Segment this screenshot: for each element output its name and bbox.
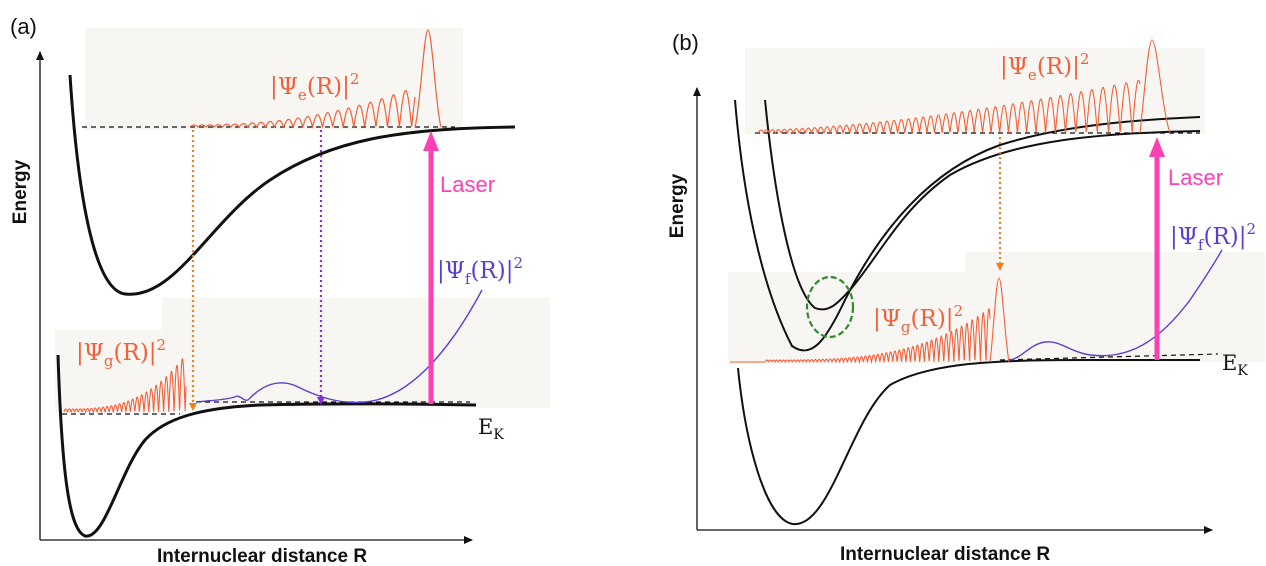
ground-wavefunction-a xyxy=(63,358,187,414)
panel-label-a: (a) xyxy=(10,14,37,39)
ground-potential-curve-b xyxy=(737,358,1200,526)
excited-potential-curve-a xyxy=(68,74,516,296)
excited-state-backdrop xyxy=(85,28,463,130)
y-axis-label-a: Energy xyxy=(10,159,31,224)
ground-wavefunction-b xyxy=(730,277,1010,365)
panel-a: (a) Energy Internuclear distance R |Ψe(R… xyxy=(10,14,550,566)
final-state-backdrop-b xyxy=(965,252,1265,362)
excited-wavefunction-a xyxy=(189,29,442,129)
ground-wavefunction-label-a: |Ψg(R)|2 xyxy=(76,336,166,370)
final-wavefunction-label-a: |Ψf(R)|2 xyxy=(437,254,523,288)
final-wavefunction-b xyxy=(1009,249,1223,361)
ground-wavefunction-label-b: |Ψg(R)|2 xyxy=(873,302,963,336)
y-axis-label-b: Energy xyxy=(667,173,688,238)
ek-label-b: EK xyxy=(1222,351,1248,379)
ground-potential-curve-a xyxy=(56,354,477,538)
ek-level-line-b xyxy=(999,353,1219,361)
avoided-crossing-marker xyxy=(805,275,855,339)
laser-label-a: Laser xyxy=(440,172,495,197)
x-axis-label-a: Internuclear distance R xyxy=(157,546,367,566)
laser-label-b: Laser xyxy=(1168,165,1223,190)
panel-label-b: (b) xyxy=(672,30,699,55)
excited-wavefunction-b xyxy=(757,39,1171,135)
final-wavefunction-label-b: |Ψf(R)|2 xyxy=(1170,220,1256,254)
excited-wavefunction-label-b: |Ψe(R)|2 xyxy=(1000,50,1089,84)
ground-state-backdrop xyxy=(162,298,550,408)
x-axis-label-b: Internuclear distance R xyxy=(840,544,1050,565)
lower-excited-curve-b xyxy=(764,99,1201,311)
panel-b: (b) Energy Internuclear distance R |Ψe(R… xyxy=(667,30,1265,565)
ek-label-a: EK xyxy=(478,415,504,443)
ground-wavefunction-backdrop xyxy=(55,330,165,412)
excited-wavefunction-label-a: |Ψe(R)|2 xyxy=(270,70,359,104)
final-wavefunction-a xyxy=(195,289,483,404)
